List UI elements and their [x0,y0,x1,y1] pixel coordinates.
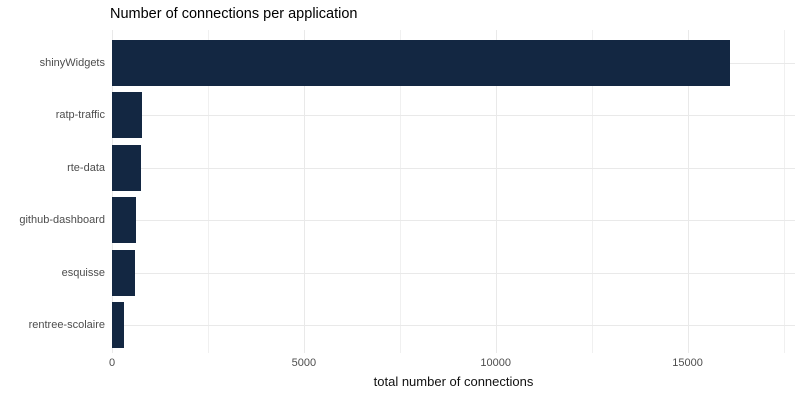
x-tick-label: 5000 [291,357,317,369]
plot-panel [112,30,795,353]
chart-title: Number of connections per application [110,6,358,22]
bar-ratp-traffic [112,92,142,138]
y-axis-label: rentree-scolaire [28,319,105,331]
x-axis-title: total number of connections [373,374,534,389]
gridline-major-horizontal [112,167,795,169]
y-axis-label: ratp-traffic [55,109,105,121]
gridline-minor-vertical [207,30,209,353]
y-axis-label: esquisse [61,266,105,279]
y-axis-labels: shinyWidgets ratp-traffic rte-data github-d… [0,30,105,353]
gridline-major-vertical [495,30,497,353]
bar-github-dashboard [112,197,136,243]
bar-shinyWidgets [112,39,730,86]
x-tick-label: 10000 [480,357,511,369]
gridline-major-horizontal [112,325,795,326]
gridline-major-vertical [687,30,689,353]
gridline-major-vertical [112,30,113,353]
gridline-major-horizontal [112,220,795,221]
gridline-major-horizontal [112,272,795,274]
y-axis-label: github-dashboard [19,214,105,226]
gridline-minor-vertical [591,30,593,353]
x-tick-label: 0 [108,357,116,369]
y-axis-label: shinyWidgets [39,56,105,69]
bar-rentree-scolaire [112,302,124,348]
bar-rte-data [112,144,141,191]
y-axis-label: rte-data [67,161,105,174]
gridline-major-horizontal [112,115,795,116]
gridline-minor-vertical [783,30,785,353]
x-tick-label: 15000 [672,357,703,369]
bar-esquisse [112,249,135,296]
gridline-major-vertical [303,30,305,353]
gridline-minor-vertical [399,30,401,353]
x-axis-tick-labels: 0 5000 10000 15000 [108,357,795,371]
